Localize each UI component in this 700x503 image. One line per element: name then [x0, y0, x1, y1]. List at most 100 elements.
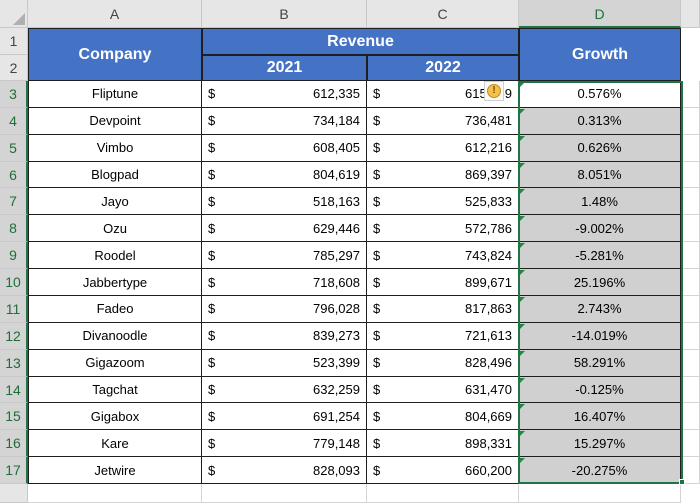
- empty-cell[interactable]: [681, 81, 700, 108]
- company-cell[interactable]: Ozu: [28, 215, 202, 243]
- empty-cell[interactable]: [681, 403, 700, 431]
- empty-cell[interactable]: [681, 134, 700, 162]
- company-cell[interactable]: Tagchat: [28, 376, 202, 404]
- empty-cell[interactable]: [681, 295, 700, 323]
- revenue-2022-cell[interactable]: $525,833: [367, 188, 519, 216]
- row-header-13[interactable]: 13: [0, 349, 28, 377]
- column-header-d[interactable]: D: [519, 0, 681, 28]
- revenue-2022-cell[interactable]: $631,470: [367, 376, 519, 404]
- company-cell[interactable]: Fliptune: [28, 81, 202, 108]
- revenue-2021-cell[interactable]: $612,335: [202, 81, 367, 108]
- growth-cell[interactable]: 0.313%: [519, 107, 681, 135]
- company-cell[interactable]: Blogpad: [28, 161, 202, 189]
- revenue-2022-cell[interactable]: $898,331: [367, 430, 519, 458]
- year-2022-header-cell[interactable]: 2022: [367, 55, 519, 81]
- revenue-2021-cell[interactable]: $779,148: [202, 430, 367, 458]
- row-header-1[interactable]: 1: [0, 28, 28, 55]
- row-header-14[interactable]: 14: [0, 376, 28, 404]
- revenue-2021-cell[interactable]: $796,028: [202, 295, 367, 323]
- row-header-7[interactable]: 7: [0, 188, 28, 216]
- empty-cell[interactable]: [681, 322, 700, 350]
- row-header-17[interactable]: 17: [0, 457, 28, 485]
- company-cell[interactable]: Gigazoom: [28, 349, 202, 377]
- revenue-2021-cell[interactable]: $839,273: [202, 322, 367, 350]
- revenue-2022-cell[interactable]: $612,216: [367, 134, 519, 162]
- empty-cell[interactable]: [681, 376, 700, 404]
- revenue-2022-cell[interactable]: $572,786: [367, 215, 519, 243]
- revenue-2021-cell[interactable]: $718,608: [202, 269, 367, 296]
- growth-cell[interactable]: -5.281%: [519, 242, 681, 270]
- revenue-2022-cell[interactable]: $828,496: [367, 349, 519, 377]
- growth-cell[interactable]: -0.125%: [519, 376, 681, 404]
- growth-cell[interactable]: 58.291%: [519, 349, 681, 377]
- error-checking-button[interactable]: !: [484, 81, 504, 101]
- row-header-18[interactable]: [0, 484, 28, 503]
- empty-cell[interactable]: [681, 161, 700, 189]
- revenue-2021-cell[interactable]: $828,093: [202, 457, 367, 485]
- revenue-2022-cell[interactable]: $804,669: [367, 403, 519, 431]
- revenue-2021-cell[interactable]: $691,254: [202, 403, 367, 431]
- revenue-2022-cell[interactable]: $817,863: [367, 295, 519, 323]
- company-header-cell[interactable]: Company: [28, 28, 202, 81]
- revenue-2022-cell[interactable]: $721,613: [367, 322, 519, 350]
- empty-cell[interactable]: [28, 484, 202, 503]
- growth-cell[interactable]: -20.275%: [519, 457, 681, 485]
- revenue-2021-cell[interactable]: $804,619: [202, 161, 367, 189]
- row-header-12[interactable]: 12: [0, 322, 28, 350]
- empty-cell[interactable]: [681, 349, 700, 377]
- growth-cell[interactable]: 0.626%: [519, 134, 681, 162]
- revenue-2022-cell[interactable]: $743,824: [367, 242, 519, 270]
- company-cell[interactable]: Vimbo: [28, 134, 202, 162]
- growth-cell[interactable]: 25.196%: [519, 269, 681, 296]
- row-header-8[interactable]: 8: [0, 215, 28, 243]
- row-header-15[interactable]: 15: [0, 403, 28, 431]
- growth-header-cell[interactable]: Growth: [519, 28, 681, 81]
- column-header-a[interactable]: A: [28, 0, 202, 28]
- company-cell[interactable]: Fadeo: [28, 295, 202, 323]
- growth-cell[interactable]: 2.743%: [519, 295, 681, 323]
- growth-cell[interactable]: 15.297%: [519, 430, 681, 458]
- company-cell[interactable]: Gigabox: [28, 403, 202, 431]
- empty-cell[interactable]: [681, 215, 700, 243]
- revenue-2021-cell[interactable]: $608,405: [202, 134, 367, 162]
- growth-cell[interactable]: 8.051%: [519, 161, 681, 189]
- revenue-2022-cell[interactable]: $899,671: [367, 269, 519, 296]
- row-header-10[interactable]: 10: [0, 269, 28, 296]
- revenue-2021-cell[interactable]: $734,184: [202, 107, 367, 135]
- growth-cell[interactable]: 1.48%: [519, 188, 681, 216]
- row-header-3[interactable]: 3: [0, 81, 28, 108]
- row-header-4[interactable]: 4: [0, 107, 28, 135]
- empty-cell[interactable]: [681, 107, 700, 135]
- fill-handle[interactable]: [679, 479, 685, 485]
- revenue-2022-cell[interactable]: $869,397: [367, 161, 519, 189]
- revenue-2022-cell[interactable]: $660,200: [367, 457, 519, 485]
- empty-cell[interactable]: [681, 242, 700, 270]
- row-header-5[interactable]: 5: [0, 134, 28, 162]
- revenue-2021-cell[interactable]: $629,446: [202, 215, 367, 243]
- empty-cell[interactable]: [202, 484, 367, 503]
- row-header-11[interactable]: 11: [0, 295, 28, 323]
- revenue-header-cell[interactable]: Revenue: [202, 28, 519, 55]
- company-cell[interactable]: Jayo: [28, 188, 202, 216]
- year-2021-header-cell[interactable]: 2021: [202, 55, 367, 81]
- column-header-b[interactable]: B: [202, 0, 367, 28]
- revenue-2021-cell[interactable]: $518,163: [202, 188, 367, 216]
- row-header-16[interactable]: 16: [0, 430, 28, 458]
- growth-cell[interactable]: 16.407%: [519, 403, 681, 431]
- row-header-2[interactable]: 2: [0, 55, 28, 81]
- growth-cell[interactable]: 0.576%: [519, 81, 681, 108]
- select-all-corner[interactable]: [0, 0, 28, 28]
- revenue-2022-cell[interactable]: $736,481: [367, 107, 519, 135]
- company-cell[interactable]: Kare: [28, 430, 202, 458]
- empty-cell[interactable]: [681, 269, 700, 296]
- company-cell[interactable]: Jetwire: [28, 457, 202, 485]
- company-cell[interactable]: Jabbertype: [28, 269, 202, 296]
- row-header-9[interactable]: 9: [0, 242, 28, 270]
- company-cell[interactable]: Devpoint: [28, 107, 202, 135]
- row-header-6[interactable]: 6: [0, 161, 28, 189]
- company-cell[interactable]: Divanoodle: [28, 322, 202, 350]
- growth-cell[interactable]: -14.019%: [519, 322, 681, 350]
- revenue-2021-cell[interactable]: $785,297: [202, 242, 367, 270]
- growth-cell[interactable]: -9.002%: [519, 215, 681, 243]
- revenue-2021-cell[interactable]: $523,399: [202, 349, 367, 377]
